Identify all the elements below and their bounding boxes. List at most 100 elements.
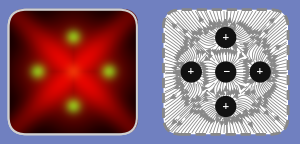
FancyArrowPatch shape xyxy=(208,117,213,122)
FancyArrowPatch shape xyxy=(197,109,202,114)
FancyArrowPatch shape xyxy=(267,77,272,82)
FancyArrowPatch shape xyxy=(257,31,262,36)
FancyArrowPatch shape xyxy=(203,73,208,77)
FancyArrowPatch shape xyxy=(226,116,231,121)
FancyArrowPatch shape xyxy=(199,17,203,22)
FancyArrowPatch shape xyxy=(217,23,221,28)
FancyArrowPatch shape xyxy=(203,27,208,32)
FancyArrowPatch shape xyxy=(243,50,248,55)
FancyArrowPatch shape xyxy=(220,114,224,119)
FancyArrowPatch shape xyxy=(206,49,211,54)
FancyArrowPatch shape xyxy=(184,36,189,41)
FancyArrowPatch shape xyxy=(266,49,271,54)
FancyArrowPatch shape xyxy=(221,23,225,28)
FancyArrowPatch shape xyxy=(256,103,260,108)
FancyArrowPatch shape xyxy=(217,50,222,55)
FancyArrowPatch shape xyxy=(177,81,182,85)
FancyArrowPatch shape xyxy=(250,30,255,35)
Text: +: + xyxy=(222,33,230,42)
FancyArrowPatch shape xyxy=(262,38,267,43)
FancyArrowPatch shape xyxy=(276,45,281,50)
Circle shape xyxy=(250,62,270,82)
FancyArrowPatch shape xyxy=(238,119,242,124)
FancyArrowPatch shape xyxy=(184,46,189,51)
FancyArrowPatch shape xyxy=(175,62,180,67)
FancyArrowPatch shape xyxy=(171,94,176,99)
FancyArrowPatch shape xyxy=(196,97,201,102)
FancyArrowPatch shape xyxy=(211,118,215,124)
FancyArrowPatch shape xyxy=(263,93,268,98)
FancyArrowPatch shape xyxy=(204,115,209,120)
FancyArrowPatch shape xyxy=(216,92,220,97)
FancyArrowPatch shape xyxy=(272,83,277,87)
FancyArrowPatch shape xyxy=(173,71,178,75)
FancyArrowPatch shape xyxy=(237,113,242,118)
FancyArrowPatch shape xyxy=(196,104,201,108)
FancyArrowPatch shape xyxy=(180,46,185,51)
FancyArrowPatch shape xyxy=(247,60,252,64)
FancyArrowPatch shape xyxy=(178,50,183,55)
FancyArrowPatch shape xyxy=(195,37,200,42)
FancyArrowPatch shape xyxy=(263,99,268,104)
FancyArrowPatch shape xyxy=(270,63,275,67)
FancyArrowPatch shape xyxy=(252,108,257,113)
FancyArrowPatch shape xyxy=(203,67,208,71)
FancyBboxPatch shape xyxy=(9,10,137,134)
FancyArrowPatch shape xyxy=(205,56,210,60)
FancyArrowPatch shape xyxy=(230,116,235,121)
FancyArrowPatch shape xyxy=(172,23,177,28)
FancyArrowPatch shape xyxy=(247,26,252,31)
FancyArrowPatch shape xyxy=(233,51,237,56)
FancyArrowPatch shape xyxy=(268,74,273,78)
FancyArrowPatch shape xyxy=(190,108,195,113)
FancyArrowPatch shape xyxy=(256,41,261,46)
FancyArrowPatch shape xyxy=(250,90,255,95)
FancyArrowPatch shape xyxy=(230,50,234,55)
FancyArrowPatch shape xyxy=(228,25,232,30)
FancyArrowPatch shape xyxy=(233,88,237,93)
FancyArrowPatch shape xyxy=(191,36,196,41)
FancyArrowPatch shape xyxy=(224,120,228,124)
FancyArrowPatch shape xyxy=(203,30,208,35)
FancyArrowPatch shape xyxy=(198,28,203,33)
FancyArrowPatch shape xyxy=(204,76,209,80)
FancyArrowPatch shape xyxy=(203,97,208,101)
FancyArrowPatch shape xyxy=(212,23,217,29)
FancyArrowPatch shape xyxy=(251,102,256,107)
FancyArrowPatch shape xyxy=(175,80,180,84)
FancyArrowPatch shape xyxy=(247,30,251,35)
FancyArrowPatch shape xyxy=(248,122,253,127)
FancyArrowPatch shape xyxy=(179,62,184,67)
FancyArrowPatch shape xyxy=(225,119,229,124)
FancyArrowPatch shape xyxy=(243,109,248,114)
FancyArrowPatch shape xyxy=(189,43,194,48)
FancyArrowPatch shape xyxy=(216,113,220,119)
FancyArrowPatch shape xyxy=(173,70,178,74)
FancyArrowPatch shape xyxy=(244,27,248,32)
FancyArrowPatch shape xyxy=(185,95,190,100)
FancyArrowPatch shape xyxy=(207,26,212,31)
FancyArrowPatch shape xyxy=(230,89,234,94)
FancyArrowPatch shape xyxy=(257,96,262,101)
FancyArrowPatch shape xyxy=(242,60,247,65)
FancyBboxPatch shape xyxy=(164,10,288,134)
FancyArrowPatch shape xyxy=(249,111,254,116)
FancyArrowPatch shape xyxy=(268,89,274,94)
FancyArrowPatch shape xyxy=(244,67,248,71)
FancyArrowPatch shape xyxy=(189,38,194,43)
FancyArrowPatch shape xyxy=(273,69,278,73)
FancyArrowPatch shape xyxy=(180,49,185,54)
Text: +: + xyxy=(188,68,195,76)
FancyArrowPatch shape xyxy=(177,69,182,73)
FancyArrowPatch shape xyxy=(224,49,228,54)
FancyArrowPatch shape xyxy=(253,30,258,35)
FancyArrowPatch shape xyxy=(172,119,177,124)
FancyArrowPatch shape xyxy=(203,92,208,97)
FancyArrowPatch shape xyxy=(223,116,227,121)
FancyArrowPatch shape xyxy=(216,118,220,123)
FancyArrowPatch shape xyxy=(275,116,280,121)
FancyArrowPatch shape xyxy=(220,49,225,54)
FancyArrowPatch shape xyxy=(222,20,227,25)
FancyArrowPatch shape xyxy=(250,36,255,40)
FancyArrowPatch shape xyxy=(204,79,209,84)
